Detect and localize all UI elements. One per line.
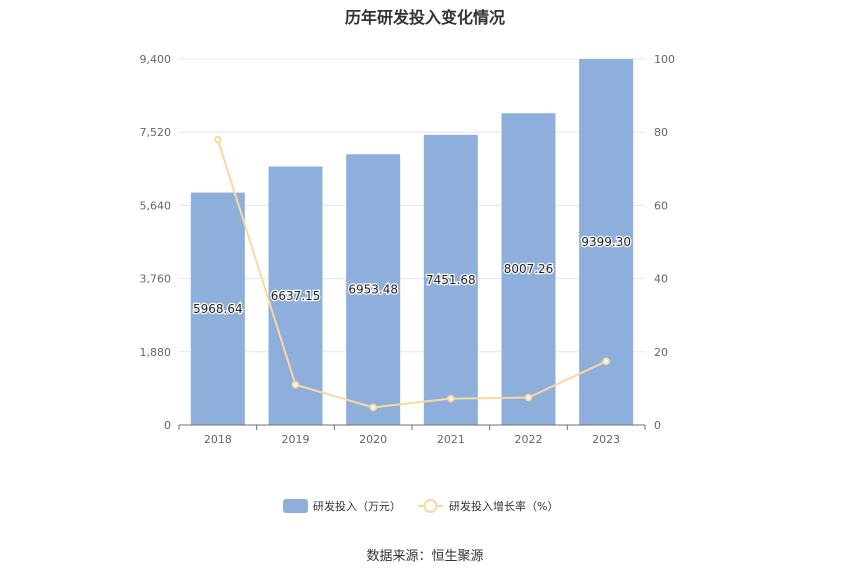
y-right-tick-label: 20 <box>654 346 668 359</box>
y-right-tick-label: 0 <box>654 419 661 432</box>
x-tick-label: 2018 <box>204 433 232 446</box>
y-left-tick-label: 3,760 <box>140 273 172 286</box>
source-note: 数据来源：恒生聚源 <box>366 549 484 564</box>
grid-lines <box>179 58 645 353</box>
chart-title: 历年研发投入变化情况 <box>344 8 505 27</box>
bar <box>423 134 478 426</box>
bar-value-label: 9399.30 <box>581 235 631 249</box>
growth-point <box>447 394 455 403</box>
growth-point <box>602 357 610 366</box>
axes: 0 1,880 3,760 5,640 7,520 9,400 0 20 40 60 80 100 20… <box>140 53 676 446</box>
growth-line <box>216 139 607 409</box>
legend-bar-swatch <box>283 499 308 513</box>
y-right-tick-label: 40 <box>654 273 668 286</box>
legend-bar-label: 研发投入（万元） <box>313 499 401 513</box>
bar <box>346 154 401 425</box>
legend-line-label: 研发投入增长率（%） <box>449 499 558 513</box>
y-left-tick-label: 9,400 <box>140 53 172 66</box>
bar-value-label: 5968.64 <box>193 302 243 316</box>
bar-series <box>190 59 634 426</box>
bar-value-label: 7451.68 <box>426 273 476 287</box>
growth-point <box>214 135 222 144</box>
legend-line-marker <box>423 499 438 513</box>
y-right-tick-label: 80 <box>654 126 668 139</box>
x-tick-label: 2022 <box>515 433 543 446</box>
growth-point <box>369 403 377 412</box>
bar <box>190 192 245 425</box>
y-left-tick-label: 0 <box>164 419 171 432</box>
bar-value-label: 6953.48 <box>348 283 398 297</box>
y-left-tick-label: 5,640 <box>140 199 172 212</box>
bar-value-label: 6637.15 <box>271 289 321 303</box>
y-left-tick-label: 1,880 <box>140 346 172 359</box>
bar <box>501 113 556 425</box>
x-tick-label: 2020 <box>359 433 387 446</box>
x-tick-label: 2019 <box>282 433 310 446</box>
y-right-tick-label: 60 <box>654 199 668 212</box>
y-right-tick-label: 100 <box>654 53 675 66</box>
line-series <box>214 135 610 412</box>
x-tick-label: 2021 <box>437 433 465 446</box>
growth-point <box>291 380 300 389</box>
growth-point <box>524 393 533 402</box>
bar-labels: 5968.64 6637.15 6953.48 7451.68 8007.26 9399.… <box>192 234 632 317</box>
bar-value-label: 8007.26 <box>504 262 554 276</box>
x-tick-label: 2023 <box>592 433 620 446</box>
legend: 研发投入（万元） 研发投入增长率（%） <box>283 499 558 513</box>
y-left-tick-label: 7,520 <box>140 126 172 139</box>
